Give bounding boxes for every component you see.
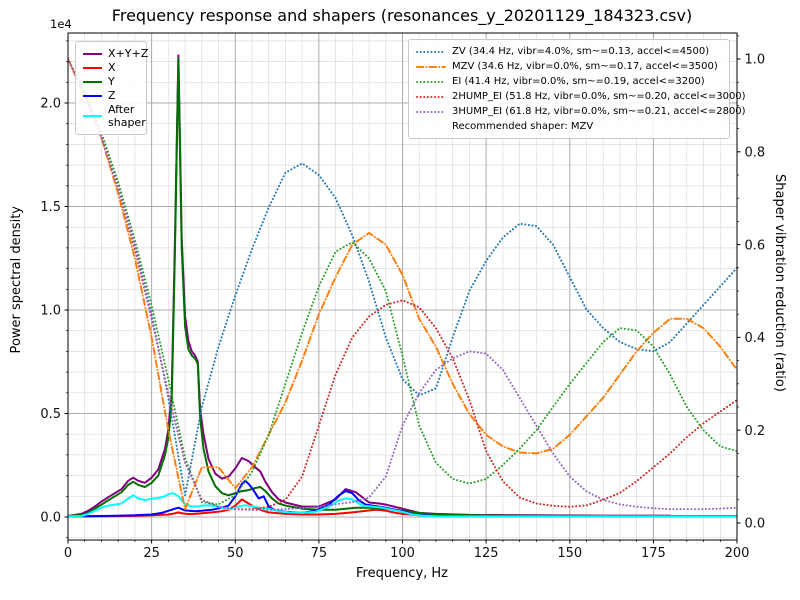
recommended-shaper-note: Recommended shaper: MZV [416, 119, 722, 134]
svg-text:1.5: 1.5 [40, 200, 61, 215]
after-shaper-line-swatch [83, 115, 102, 117]
legend-label: Recommended shaper: MZV [452, 121, 594, 132]
svg-text:0.2: 0.2 [745, 424, 766, 439]
svg-text:0.8: 0.8 [745, 145, 766, 160]
svg-text:0.0: 0.0 [745, 517, 766, 532]
ei-line-swatch [416, 80, 446, 83]
shaper-legend: ZV (34.4 Hz, vibr=4.0%, sm~=0.13, accel<… [408, 39, 746, 139]
legend-label: After shaper [108, 103, 146, 129]
legend-label: 3HUMP_EI (61.8 Hz, vibr=0.0%, sm~=0.21, … [452, 106, 746, 117]
legend-label: MZV (34.6 Hz, vibr=0.0%, sm~=0.17, accel… [452, 61, 718, 72]
y-line-swatch [83, 80, 102, 83]
legend-item-ei: EI (41.4 Hz, vibr=0.0%, sm~=0.19, accel<… [416, 74, 722, 89]
legend-label: Z [108, 89, 116, 102]
legend-item-zv: ZV (34.4 Hz, vibr=4.0%, sm~=0.13, accel<… [416, 44, 722, 59]
legend-item-y: Y [83, 75, 139, 88]
svg-text:200: 200 [725, 546, 750, 561]
legend-label: X+Y+Z [108, 47, 149, 60]
svg-text:25: 25 [143, 546, 160, 561]
svg-text:0.6: 0.6 [745, 238, 766, 253]
legend-label: Y [108, 75, 115, 88]
svg-text:0.5: 0.5 [40, 407, 61, 422]
svg-text:0: 0 [64, 546, 72, 561]
chart-title: Frequency response and shapers (resonanc… [111, 6, 693, 25]
x-line-swatch [83, 66, 102, 69]
legend-item-2hump-ei: 2HUMP_EI (51.8 Hz, vibr=0.0%, sm~=0.20, … [416, 89, 746, 104]
svg-text:2.0: 2.0 [40, 97, 61, 112]
legend-label: 2HUMP_EI (51.8 Hz, vibr=0.0%, sm~=0.20, … [452, 91, 746, 102]
svg-text:175: 175 [641, 546, 666, 561]
legend-item-after-shaper: After shaper [83, 103, 146, 129]
legend-label: ZV (34.4 Hz, vibr=4.0%, sm~=0.13, accel<… [452, 46, 710, 57]
legend-item-xyz: X+Y+Z [83, 47, 148, 60]
legend-item-x: X [83, 61, 139, 74]
zv-line-swatch [416, 50, 446, 53]
legend-label: EI (41.4 Hz, vibr=0.0%, sm~=0.19, accel<… [452, 76, 705, 87]
x-axis-label: Frequency, Hz [355, 566, 449, 581]
svg-text:1.0: 1.0 [40, 304, 61, 319]
legend-item-mzv: MZV (34.6 Hz, vibr=0.0%, sm~=0.17, accel… [416, 59, 722, 74]
y-left-offset-text: 1e4 [50, 17, 72, 31]
svg-text:50: 50 [227, 546, 244, 561]
y-left-axis-label: Power spectral density [9, 206, 24, 354]
svg-text:75: 75 [311, 546, 328, 561]
legend-item-z: Z [83, 89, 139, 102]
svg-text:150: 150 [557, 546, 582, 561]
2hump-ei-line-swatch [416, 95, 446, 98]
svg-text:0.4: 0.4 [745, 331, 766, 346]
z-line-swatch [83, 94, 102, 97]
3hump-ei-line-swatch [416, 110, 446, 113]
svg-text:100: 100 [390, 546, 415, 561]
svg-text:125: 125 [474, 546, 499, 561]
svg-text:1.0: 1.0 [745, 53, 766, 68]
psd-legend: X+Y+Z X Y Z After shaper [75, 41, 148, 135]
mzv-line-swatch [416, 65, 446, 68]
svg-text:0.0: 0.0 [40, 511, 61, 526]
xyz-line-swatch [83, 52, 102, 55]
legend-item-3hump-ei: 3HUMP_EI (61.8 Hz, vibr=0.0%, sm~=0.21, … [416, 104, 746, 119]
y-right-axis-label: Shaper vibration reduction (ratio) [772, 174, 787, 392]
legend-label: X [108, 61, 116, 74]
